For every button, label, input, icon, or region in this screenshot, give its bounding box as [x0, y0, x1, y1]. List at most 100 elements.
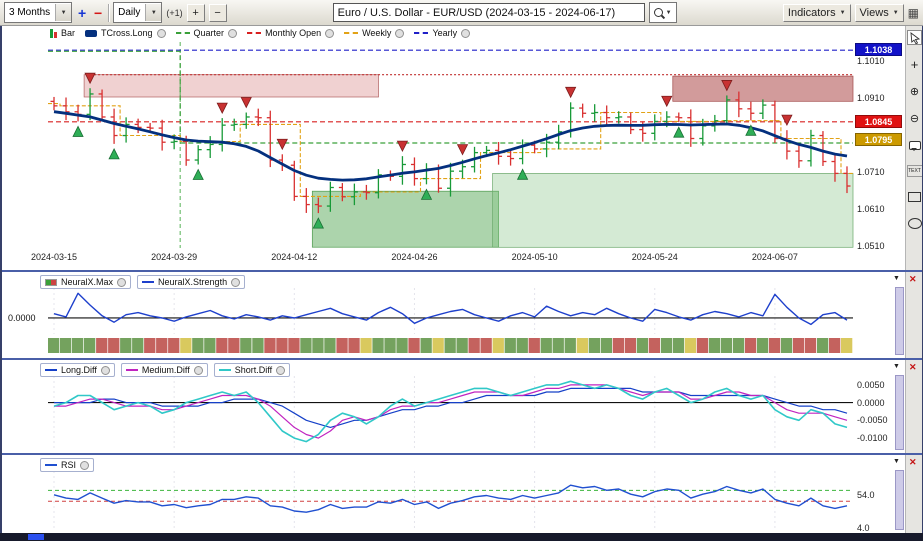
- legend-item-long-diff[interactable]: Long.Diff: [40, 363, 115, 377]
- legend-label: TCross.Long: [101, 28, 153, 38]
- period-minus-button[interactable]: −: [208, 3, 227, 22]
- legend-item-neuralx-max[interactable]: NeuralX.Max: [40, 275, 132, 289]
- indicator-settings-icon[interactable]: [100, 365, 110, 375]
- ellipse-tool-icon[interactable]: [907, 216, 922, 231]
- panel-collapse-button[interactable]: ▼: [893, 275, 900, 282]
- diff-legend: Long.Diff Medium.Diff Short.Diff: [40, 363, 291, 377]
- indicators-button-label: Indicators: [787, 6, 836, 19]
- diff-panel: Long.Diff Medium.Diff Short.Diff 0.0050 0.00…: [0, 358, 923, 453]
- legend-item-rsi[interactable]: RSI: [40, 458, 95, 472]
- range-select[interactable]: 3 Months ▼: [4, 2, 73, 23]
- zero-axis-label: 0.0000: [8, 312, 36, 323]
- legend-item-weekly[interactable]: Weekly: [344, 28, 405, 38]
- indicator-settings-icon[interactable]: [228, 28, 238, 38]
- panel-scrollbar[interactable]: [895, 375, 904, 450]
- rsi-panel: RSI 54.0 4.0 ▼ ✕: [0, 453, 923, 533]
- views-button-label: Views: [859, 6, 889, 19]
- axis-tick: -0.0100: [857, 433, 888, 444]
- indicator-settings-icon[interactable]: [325, 28, 335, 38]
- neuralx-panel: NeuralX.Max NeuralX.Strength 0.0000 ▼ ✕: [0, 270, 923, 358]
- text-tool-icon[interactable]: TEXT: [906, 165, 923, 177]
- sell-arrow-icon: [781, 114, 793, 127]
- legend-label: Medium.Diff: [141, 365, 190, 375]
- neuralx-plot[interactable]: [0, 272, 923, 358]
- legend-item-medium-diff[interactable]: Medium.Diff: [120, 363, 208, 377]
- rsi-plot[interactable]: [0, 455, 923, 533]
- panel-right-gutter: [905, 272, 923, 358]
- neuralx-legend: NeuralX.Max NeuralX.Strength: [40, 275, 246, 289]
- legend-item-yearly[interactable]: Yearly: [414, 28, 471, 38]
- dashed-line-icon: [175, 32, 190, 34]
- layout-columns-icon[interactable]: ▦: [907, 5, 919, 20]
- panel-close-button[interactable]: ✕: [909, 362, 917, 372]
- legend-item-monthly-open[interactable]: Monthly Open: [247, 28, 335, 38]
- sell-arrow-icon: [565, 86, 577, 99]
- panel-close-button[interactable]: ✕: [909, 274, 917, 284]
- zoom-in-icon[interactable]: ⊕: [909, 86, 920, 98]
- price-chart-plot[interactable]: [0, 26, 923, 270]
- dashed-line-icon: [247, 32, 262, 34]
- legend-label: Weekly: [362, 28, 392, 38]
- indicators-button[interactable]: Indicators ▼: [782, 3, 851, 22]
- symbol-title-input[interactable]: [332, 3, 645, 22]
- indicator-settings-icon[interactable]: [117, 277, 127, 287]
- legend-item-tcross-long[interactable]: TCross.Long: [85, 28, 166, 38]
- price-axis-tick: 1.0510: [857, 241, 885, 252]
- add-bars-button[interactable]: +: [78, 4, 87, 21]
- status-chip: [28, 534, 44, 540]
- chevron-down-icon[interactable]: ▼: [55, 4, 72, 21]
- cursor-icon[interactable]: [907, 30, 922, 45]
- comment-icon[interactable]: [907, 138, 922, 153]
- line-color-chip-icon: [85, 29, 98, 37]
- sell-arrow-icon: [216, 102, 228, 114]
- price-chart-panel: Bar TCross.Long Quarter Monthly Open Weekly Y…: [0, 26, 923, 270]
- legend-item-quarter[interactable]: Quarter: [175, 28, 238, 38]
- symbol-search-button[interactable]: ▼: [648, 2, 677, 23]
- crosshair-icon[interactable]: +: [910, 57, 919, 72]
- legend-item-bar[interactable]: Bar: [50, 28, 75, 38]
- remove-bars-button[interactable]: −: [94, 4, 103, 21]
- panel-scrollbar[interactable]: [895, 287, 904, 355]
- panel-right-gutter: [905, 360, 923, 453]
- indicator-settings-icon[interactable]: [231, 277, 241, 287]
- legend-item-short-diff[interactable]: Short.Diff: [213, 363, 291, 377]
- price-tag-1.0845: 1.0845: [855, 114, 902, 128]
- period-plus-button[interactable]: +: [186, 3, 205, 22]
- price-tag-1.0795: 1.0795: [855, 133, 902, 147]
- price-axis-tick: 1.0910: [857, 92, 885, 103]
- line-sample-icon: [45, 369, 57, 371]
- indicator-settings-icon[interactable]: [80, 460, 90, 470]
- dashed-line-icon: [344, 32, 359, 34]
- panel-collapse-button[interactable]: ▼: [893, 363, 900, 370]
- panel-scrollbar[interactable]: [895, 470, 904, 530]
- legend-label: NeuralX.Max: [61, 277, 114, 287]
- panel-collapse-button[interactable]: ▼: [893, 458, 900, 465]
- line-sample-icon: [45, 464, 57, 466]
- views-button[interactable]: Views ▼: [854, 3, 904, 22]
- line-sample-icon: [142, 281, 155, 283]
- date-axis-label: 2024-05-10: [511, 252, 558, 262]
- line-sample-icon: [125, 369, 138, 371]
- chevron-down-icon: ▼: [892, 9, 899, 16]
- indicator-settings-icon[interactable]: [193, 365, 203, 375]
- chevron-down-icon[interactable]: ▼: [145, 4, 162, 21]
- diff-plot[interactable]: [0, 360, 923, 453]
- indicator-settings-icon[interactable]: [461, 28, 471, 38]
- axis-tick: 4.0: [857, 522, 870, 533]
- price-chart-legend: Bar TCross.Long Quarter Monthly Open Weekly Y…: [50, 28, 471, 38]
- indicator-settings-icon[interactable]: [395, 28, 405, 38]
- histogram-icon: [45, 278, 57, 286]
- rectangle-tool-icon[interactable]: [907, 189, 922, 204]
- indicator-settings-icon[interactable]: [156, 28, 166, 38]
- legend-item-neuralx-strength[interactable]: NeuralX.Strength: [137, 275, 246, 289]
- legend-label: Monthly Open: [265, 28, 322, 38]
- sell-arrow-icon: [661, 95, 673, 108]
- indicator-settings-icon[interactable]: [276, 365, 286, 375]
- panel-close-button[interactable]: ✕: [909, 457, 917, 467]
- axis-tick: 0.0050: [857, 379, 885, 390]
- period-select[interactable]: Daily ▼: [113, 2, 163, 23]
- rsi-legend: RSI: [40, 458, 95, 472]
- price-tag-1.1038: 1.1038: [855, 43, 902, 57]
- zoom-out-icon[interactable]: ⊖: [909, 113, 920, 125]
